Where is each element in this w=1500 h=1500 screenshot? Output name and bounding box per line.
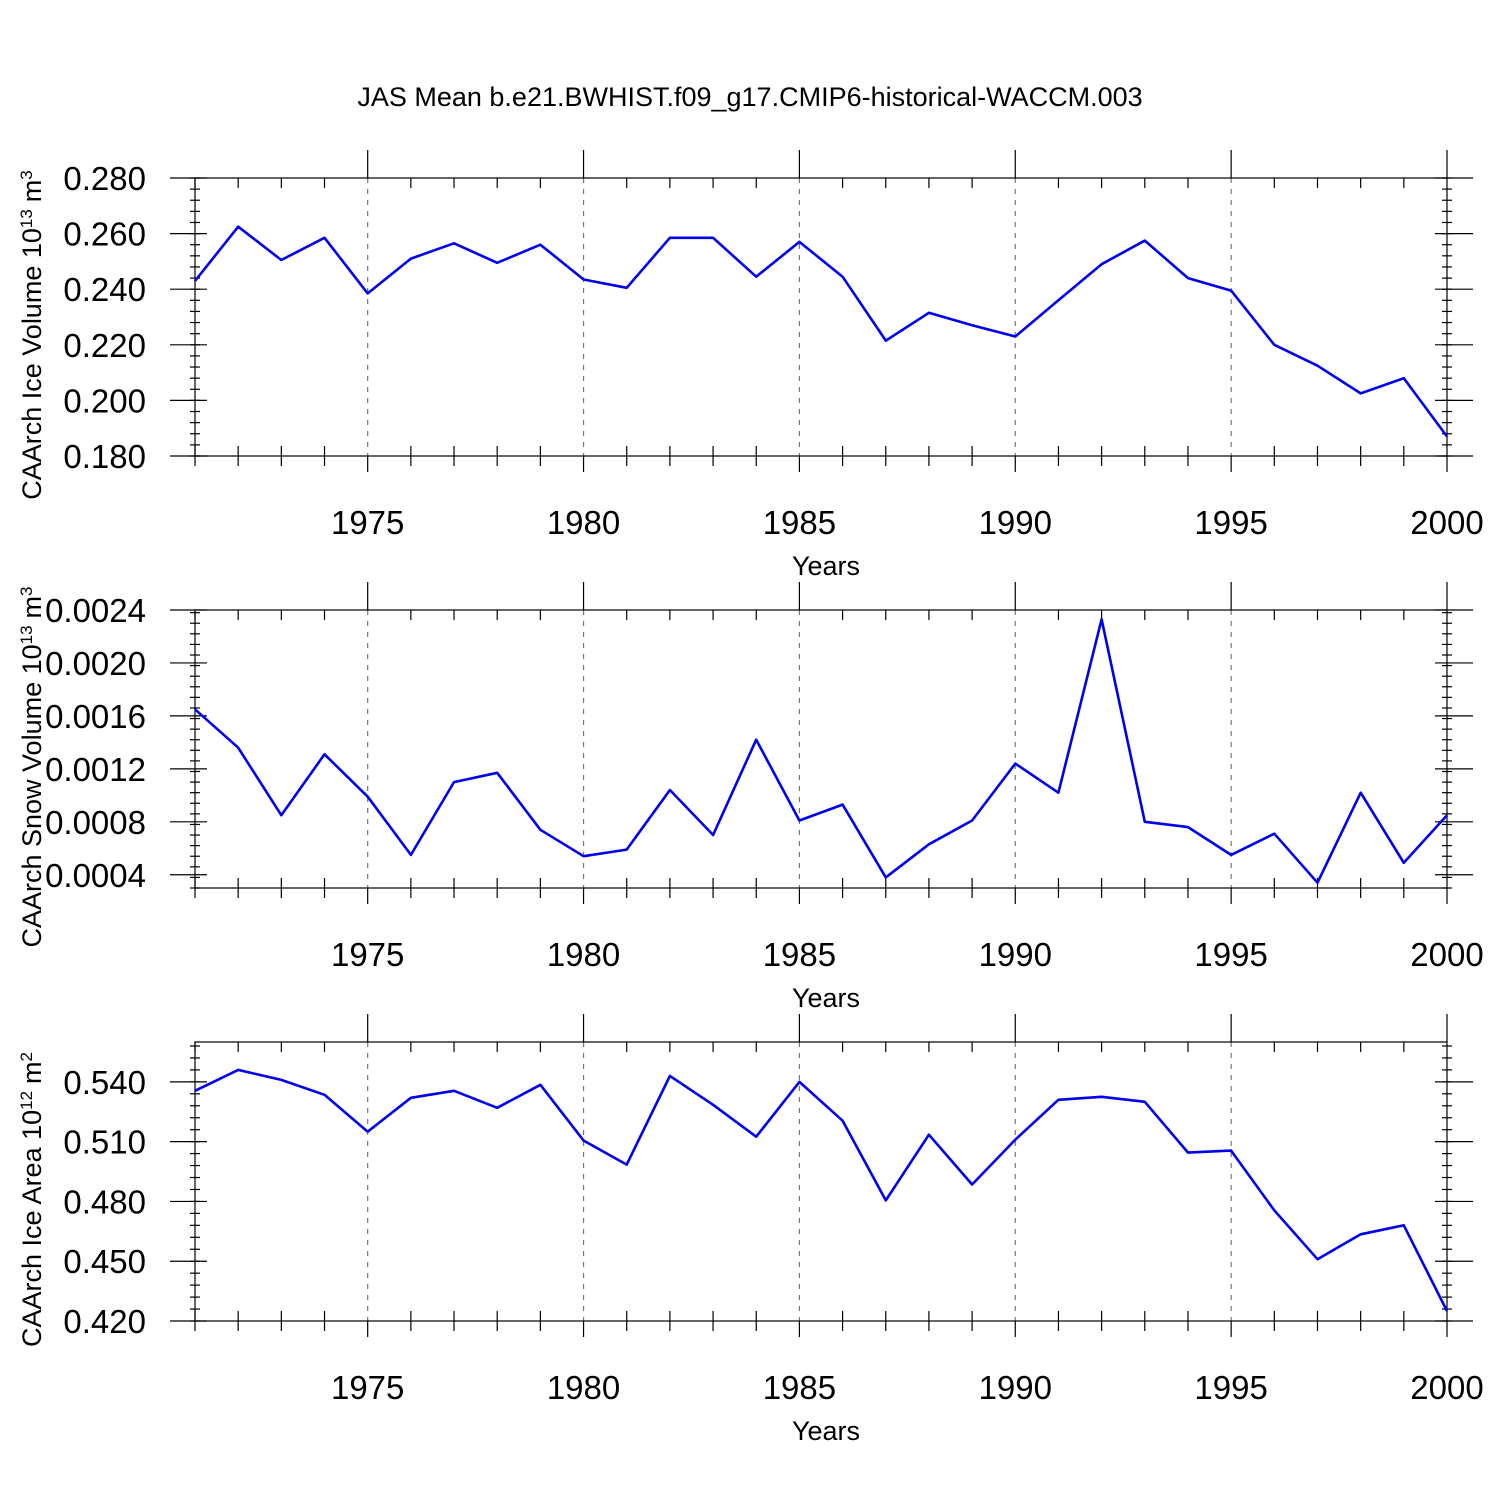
snow-volume-y-tick-label: 0.0024: [45, 592, 146, 629]
ice-volume-y-tick-label: 0.180: [63, 438, 146, 475]
ice-area-y-tick-labels: 0.420 0.450 0.480 0.510 0.540: [63, 1064, 146, 1340]
ice-area-x-tick-label: 2000: [1410, 1369, 1483, 1406]
snow-volume-x-tick-label: 2000: [1410, 936, 1483, 973]
ice-area-x-tick-label: 1995: [1194, 1369, 1267, 1406]
snow-volume-grid: [367, 610, 1232, 888]
figure-title: JAS Mean b.e21.BWHIST.f09_g17.CMIP6-hist…: [357, 82, 1142, 112]
ice-volume-y-tick-label: 0.220: [63, 327, 146, 364]
snow-volume-x-tick-label: 1990: [979, 936, 1052, 973]
ice-area-x-axis-title: Years: [792, 1416, 860, 1446]
snow-volume-y-tick-label: 0.0008: [45, 804, 146, 841]
ice-volume-y-tick-label: 0.240: [63, 271, 146, 308]
ice-volume-x-tick-label: 2000: [1410, 504, 1483, 541]
ice-volume-ticks: [170, 150, 1473, 472]
ice-volume-x-axis-title: Years: [792, 551, 860, 581]
ice-area-x-tick-labels: 1975 1980 1985 1990 1995 2000: [331, 1369, 1484, 1406]
snow-volume-y-tick-labels: 0.0004 0.0008 0.0012 0.0016 0.0020 0.0024: [45, 592, 146, 894]
ice-area-panel: 1975 1980 1985 1990 1995 2000 0.420 0.450 0.480…: [17, 1014, 1484, 1446]
ice-volume-plot-frame: [194, 177, 1448, 457]
ice-area-x-tick-label: 1990: [979, 1369, 1052, 1406]
ice-volume-y-axis-title: CAArch Ice Volume 1013m3: [17, 170, 48, 500]
ice-volume-y-tick-label: 0.260: [63, 216, 146, 253]
ice-area-x-tick-label: 1985: [763, 1369, 836, 1406]
ice-volume-x-tick-label: 1975: [331, 504, 404, 541]
ice-area-y-tick-label: 0.540: [63, 1064, 146, 1101]
ice-volume-y-tick-label: 0.280: [63, 160, 146, 197]
snow-volume-plot-frame: [194, 609, 1448, 889]
ice-volume-series-line: [193, 225, 1449, 438]
snow-volume-x-axis-title: Years: [792, 983, 860, 1013]
snow-volume-panel: 1975 1980 1985 1990 1995 2000 0.00040.00080.0…: [17, 582, 1484, 1013]
ice-volume-x-tick-label: 1995: [1194, 504, 1267, 541]
snow-volume-series-line: [194, 618, 1448, 884]
snow-volume-y-tick-label: 0.0004: [45, 857, 146, 894]
snow-volume-x-tick-label: 1980: [547, 936, 620, 973]
snow-volume-ticks: [170, 582, 1473, 904]
ice-area-x-tick-label: 1975: [331, 1369, 404, 1406]
ice-area-y-tick-label: 0.510: [63, 1124, 146, 1161]
snow-volume-x-tick-labels: 1975 1980 1985 1990 1995 2000: [331, 936, 1484, 973]
ice-area-y-tick-label: 0.480: [63, 1183, 146, 1220]
ice-area-y-tick-label: 0.420: [63, 1303, 146, 1340]
snow-volume-y-tick-label: 0.0012: [45, 751, 146, 788]
snow-volume-x-tick-label: 1995: [1194, 936, 1267, 973]
ice-area-ticks: [170, 1014, 1473, 1337]
ice-volume-x-tick-label: 1980: [547, 504, 620, 541]
snow-volume-y-tick-label: 0.0016: [45, 698, 146, 735]
ice-volume-x-tick-labels: 1975 1980 1985 1990 1995 2000: [331, 504, 1484, 541]
ice-volume-y-tick-label: 0.200: [63, 382, 146, 419]
snow-volume-x-tick-label: 1975: [331, 936, 404, 973]
ice-area-y-tick-label: 0.450: [63, 1243, 146, 1280]
ice-volume-grid: [367, 178, 1232, 456]
snow-volume-y-axis-title: CAArch Snow Volume 1013m3: [17, 586, 48, 947]
ice-area-x-tick-label: 1980: [547, 1369, 620, 1406]
ice-area-y-axis-title: CAArch Ice Area 1012m2: [17, 1052, 48, 1347]
ice-volume-panel: 1975 1980 1985 1990 1995 2000 0.180 0.200 0.220…: [17, 150, 1484, 581]
ice-area-plot-frame: [194, 1041, 1448, 1322]
ice-volume-x-tick-label: 1985: [763, 504, 836, 541]
snow-volume-x-tick-label: 1985: [763, 936, 836, 973]
ice-area-series-line: [194, 1068, 1449, 1312]
snow-volume-y-tick-label: 0.0020: [45, 645, 146, 682]
ice-volume-y-tick-labels: 0.180 0.200 0.220 0.240 0.260 0.280: [63, 160, 146, 475]
ice-volume-x-tick-label: 1990: [979, 504, 1052, 541]
ice-area-grid: [367, 1042, 1232, 1321]
